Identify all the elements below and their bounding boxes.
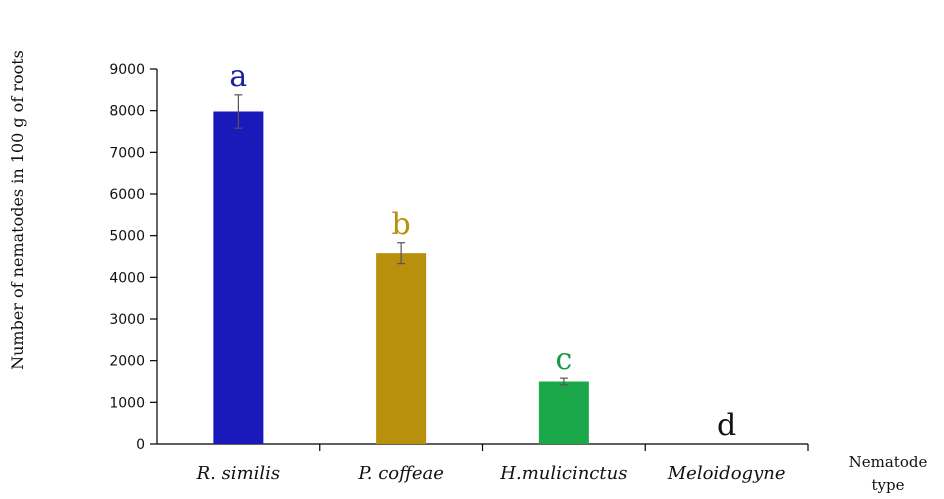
- y-tick-label: 7000: [109, 145, 145, 161]
- y-axis-label-group: Number of nematodes in 100 g of roots: [8, 50, 27, 370]
- significance-label: d: [717, 408, 736, 443]
- bar: [213, 111, 264, 444]
- category-labels: R. similis P. coffeae H.mulicinctus Meloido…: [196, 463, 786, 484]
- x-axis-label-line-2: type: [872, 476, 905, 494]
- y-tick-label: 3000: [109, 312, 145, 328]
- category-label: R. similis: [196, 463, 281, 484]
- significance-label: a: [229, 59, 247, 94]
- significance-labels: a b c d: [229, 59, 736, 443]
- x-axis-label-group: Nematode type: [849, 453, 928, 494]
- bars: [213, 111, 809, 451]
- error-bars: [234, 94, 568, 386]
- bar: [376, 253, 427, 444]
- y-tick-label: 4000: [109, 270, 145, 286]
- y-axis-label: Number of nematodes in 100 g of roots: [8, 50, 27, 370]
- y-tick-label: 0: [136, 437, 145, 453]
- y-tick-label: 5000: [109, 229, 145, 245]
- y-ticks: 0 1000 2000 3000 4000 5000 6000 7000 8000 9000: [109, 62, 157, 453]
- category-label: Meloidogyne: [667, 463, 786, 484]
- y-tick-label: 9000: [109, 62, 145, 78]
- x-axis-label-line-1: Nematode: [849, 453, 928, 471]
- significance-label: b: [392, 207, 411, 242]
- y-tick-label: 6000: [109, 187, 145, 203]
- category-label: H.mulicinctus: [499, 463, 627, 484]
- category-label: P. coffeae: [357, 463, 444, 484]
- y-tick-label: 1000: [109, 395, 145, 411]
- y-tick-label: 8000: [109, 104, 145, 120]
- significance-label: c: [555, 342, 572, 377]
- bar: [538, 381, 589, 444]
- y-tick-label: 2000: [109, 354, 145, 370]
